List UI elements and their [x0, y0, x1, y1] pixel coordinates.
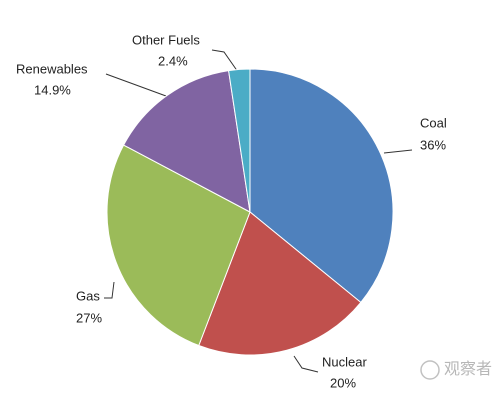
category-label: Renewables: [16, 61, 88, 76]
pie-slice: [228, 68, 251, 213]
leader-lines: [104, 49, 413, 373]
pie-slice: [249, 68, 394, 304]
leader-line: [104, 281, 115, 299]
category-label: Other Fuels: [132, 32, 200, 47]
watermark: 观察者: [420, 360, 492, 380]
pie-slice: [122, 70, 251, 213]
leader-line: [211, 49, 239, 73]
data-label: 2.4%: [158, 53, 188, 68]
category-label: Coal: [420, 115, 447, 130]
category-label: Nuclear: [322, 354, 367, 369]
leader-line: [293, 355, 319, 373]
data-label: 14.9%: [34, 82, 71, 97]
leader-line: [105, 73, 167, 97]
data-label: 20%: [330, 375, 356, 390]
data-label: 36%: [420, 137, 446, 152]
data-label: 27%: [76, 310, 102, 325]
pie: [106, 68, 394, 356]
leader-line: [383, 149, 413, 154]
category-label: Gas: [76, 288, 100, 303]
watermark-text: 观察者: [444, 360, 492, 378]
pie-slice: [198, 211, 362, 356]
pie-slice: [106, 144, 251, 347]
watermark-icon: [420, 360, 440, 380]
